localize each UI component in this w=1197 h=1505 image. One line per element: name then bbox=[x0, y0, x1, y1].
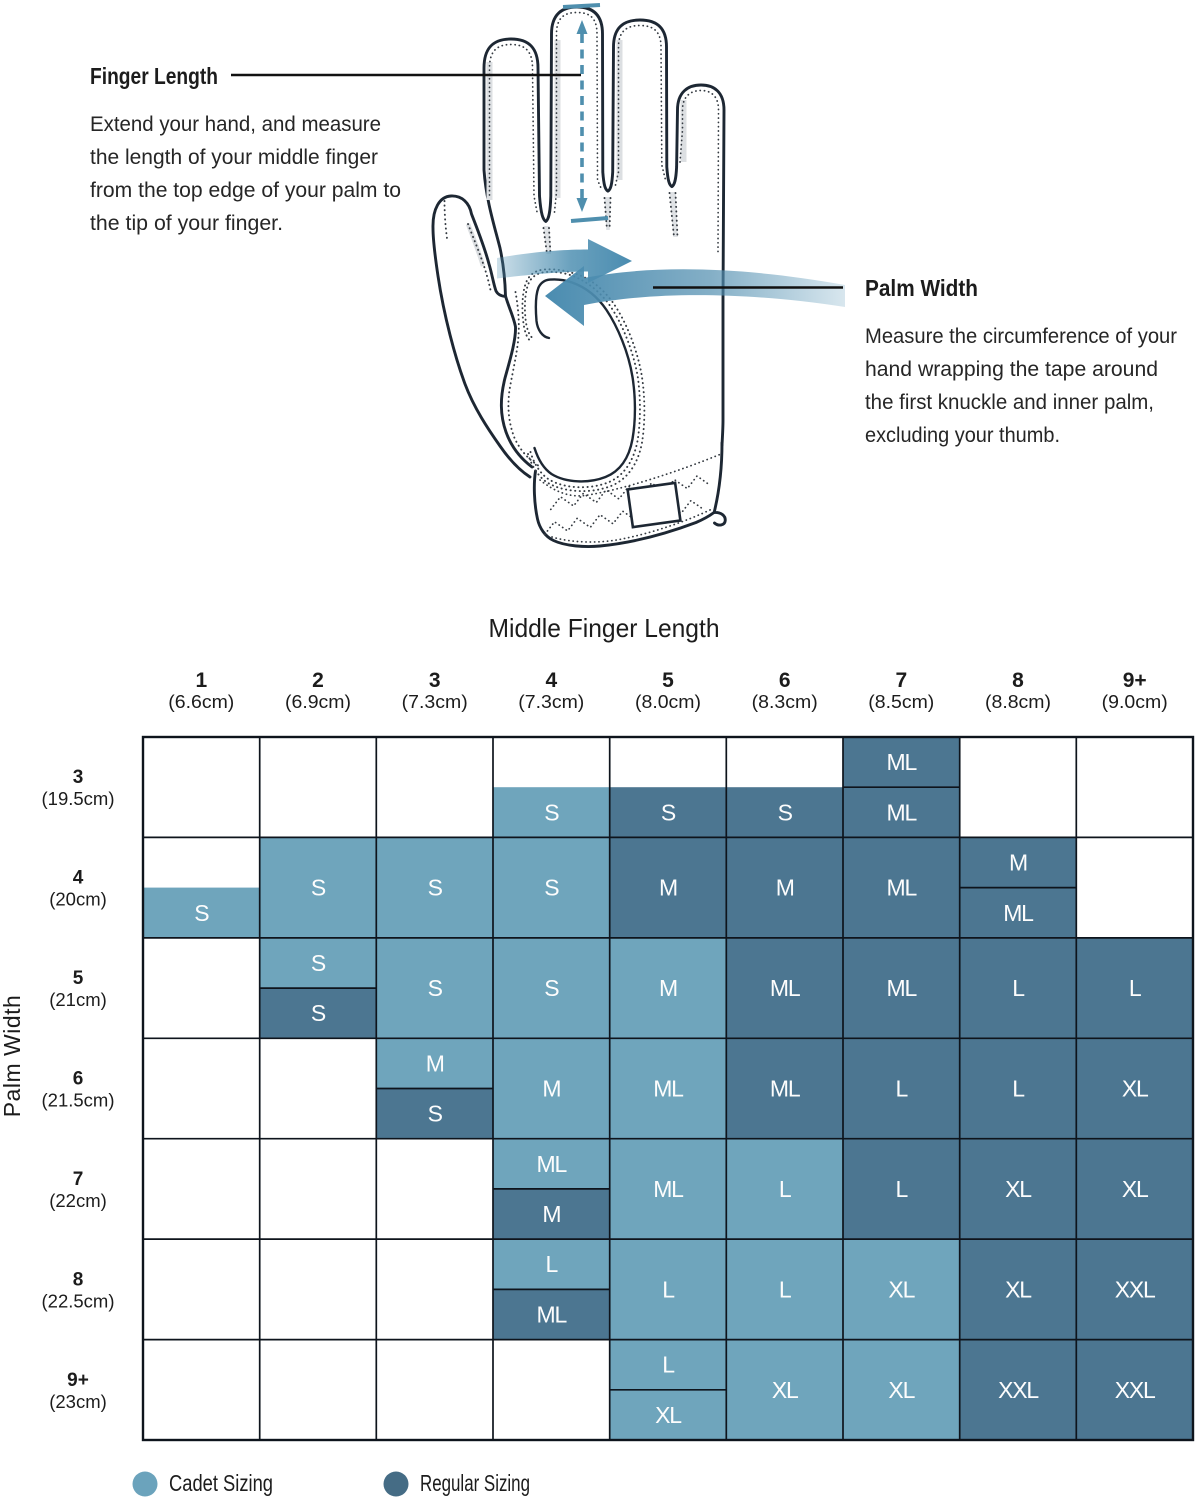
svg-text:9+: 9+ bbox=[1123, 669, 1147, 692]
svg-text:S: S bbox=[311, 1000, 326, 1026]
svg-text:ML: ML bbox=[1003, 900, 1034, 926]
svg-text:5: 5 bbox=[73, 968, 84, 989]
svg-text:S: S bbox=[194, 900, 209, 926]
svg-text:Finger Length: Finger Length bbox=[90, 63, 218, 89]
svg-text:M: M bbox=[776, 875, 794, 901]
svg-text:XXL: XXL bbox=[998, 1377, 1039, 1403]
svg-text:S: S bbox=[544, 875, 559, 901]
svg-text:M: M bbox=[542, 1076, 560, 1102]
svg-text:Cadet Sizing: Cadet Sizing bbox=[169, 1470, 273, 1496]
svg-text:L: L bbox=[546, 1251, 559, 1277]
svg-text:S: S bbox=[428, 875, 443, 901]
svg-text:(21.5cm): (21.5cm) bbox=[42, 1090, 115, 1111]
svg-text:9+: 9+ bbox=[67, 1370, 89, 1391]
svg-text:L: L bbox=[1012, 1076, 1025, 1102]
svg-text:Regular Sizing: Regular Sizing bbox=[420, 1470, 530, 1496]
svg-text:M: M bbox=[659, 975, 677, 1001]
svg-text:8: 8 bbox=[73, 1269, 84, 1290]
svg-text:XL: XL bbox=[888, 1276, 915, 1302]
svg-text:XL: XL bbox=[888, 1377, 915, 1403]
svg-text:(22cm): (22cm) bbox=[49, 1190, 107, 1211]
svg-text:XL: XL bbox=[655, 1402, 682, 1428]
svg-text:(7.3cm): (7.3cm) bbox=[518, 691, 584, 712]
svg-text:M: M bbox=[1009, 850, 1027, 876]
svg-text:S: S bbox=[778, 799, 793, 825]
svg-text:(6.6cm): (6.6cm) bbox=[168, 691, 234, 712]
svg-text:ML: ML bbox=[887, 799, 918, 825]
svg-text:XL: XL bbox=[1005, 1176, 1032, 1202]
svg-text:(6.9cm): (6.9cm) bbox=[285, 691, 351, 712]
svg-text:ML: ML bbox=[770, 975, 801, 1001]
svg-text:(7.3cm): (7.3cm) bbox=[402, 691, 468, 712]
svg-text:(9.0cm): (9.0cm) bbox=[1102, 691, 1168, 712]
svg-text:8: 8 bbox=[1012, 669, 1024, 692]
svg-text:(22.5cm): (22.5cm) bbox=[42, 1290, 115, 1311]
svg-text:L: L bbox=[779, 1276, 792, 1302]
svg-text:ML: ML bbox=[887, 875, 918, 901]
svg-text:(8.3cm): (8.3cm) bbox=[752, 691, 818, 712]
svg-text:L: L bbox=[662, 1352, 675, 1378]
svg-text:(8.8cm): (8.8cm) bbox=[985, 691, 1051, 712]
svg-text:Middle Finger Length: Middle Finger Length bbox=[489, 613, 720, 643]
svg-text:2: 2 bbox=[312, 669, 324, 692]
svg-text:Measure the circumference of y: Measure the circumference of your bbox=[865, 324, 1177, 348]
svg-text:(8.5cm): (8.5cm) bbox=[868, 691, 934, 712]
svg-text:the length of your middle fing: the length of your middle finger bbox=[90, 145, 378, 169]
svg-text:S: S bbox=[428, 975, 443, 1001]
svg-text:S: S bbox=[311, 950, 326, 976]
svg-text:1: 1 bbox=[195, 669, 207, 692]
svg-text:L: L bbox=[896, 1176, 909, 1202]
svg-text:XL: XL bbox=[1122, 1076, 1149, 1102]
svg-text:XXL: XXL bbox=[1115, 1377, 1156, 1403]
svg-text:4: 4 bbox=[73, 868, 84, 889]
svg-text:XL: XL bbox=[772, 1377, 799, 1403]
svg-text:the tip of your finger.: the tip of your finger. bbox=[90, 211, 283, 235]
svg-text:S: S bbox=[544, 799, 559, 825]
svg-text:5: 5 bbox=[662, 669, 674, 692]
svg-text:M: M bbox=[426, 1050, 444, 1076]
svg-text:4: 4 bbox=[545, 669, 557, 692]
svg-text:XXL: XXL bbox=[1115, 1276, 1156, 1302]
svg-text:(23cm): (23cm) bbox=[49, 1391, 107, 1412]
svg-text:6: 6 bbox=[779, 669, 791, 692]
svg-text:3: 3 bbox=[429, 669, 441, 692]
svg-text:M: M bbox=[659, 875, 677, 901]
svg-text:ML: ML bbox=[653, 1076, 684, 1102]
svg-text:S: S bbox=[428, 1101, 443, 1127]
svg-text:L: L bbox=[896, 1076, 909, 1102]
svg-text:7: 7 bbox=[73, 1169, 84, 1190]
svg-text:6: 6 bbox=[73, 1069, 84, 1090]
svg-text:Palm Width: Palm Width bbox=[865, 275, 978, 301]
svg-text:ML: ML bbox=[537, 1302, 568, 1328]
svg-text:hand wrapping the tape around: hand wrapping the tape around bbox=[865, 357, 1158, 381]
svg-text:XL: XL bbox=[1122, 1176, 1149, 1202]
svg-text:S: S bbox=[661, 799, 676, 825]
svg-text:ML: ML bbox=[887, 749, 918, 775]
svg-text:ML: ML bbox=[537, 1151, 568, 1177]
svg-text:XL: XL bbox=[1005, 1276, 1032, 1302]
svg-text:Extend your hand, and measure: Extend your hand, and measure bbox=[90, 112, 381, 136]
svg-text:ML: ML bbox=[770, 1076, 801, 1102]
svg-text:M: M bbox=[542, 1201, 560, 1227]
svg-text:ML: ML bbox=[887, 975, 918, 1001]
svg-text:L: L bbox=[662, 1276, 675, 1302]
svg-text:the first knuckle and inner pa: the first knuckle and inner palm, bbox=[865, 390, 1154, 414]
svg-text:S: S bbox=[544, 975, 559, 1001]
svg-text:(19.5cm): (19.5cm) bbox=[42, 788, 115, 809]
svg-text:(21cm): (21cm) bbox=[49, 989, 107, 1010]
svg-text:7: 7 bbox=[895, 669, 907, 692]
svg-text:S: S bbox=[311, 875, 326, 901]
svg-text:3: 3 bbox=[73, 767, 84, 788]
svg-text:(8.0cm): (8.0cm) bbox=[635, 691, 701, 712]
svg-text:ML: ML bbox=[653, 1176, 684, 1202]
svg-text:excluding your thumb.: excluding your thumb. bbox=[865, 423, 1060, 447]
svg-text:L: L bbox=[779, 1176, 792, 1202]
svg-text:from the top edge of your palm: from the top edge of your palm to bbox=[90, 178, 401, 202]
svg-text:L: L bbox=[1129, 975, 1142, 1001]
svg-text:(20cm): (20cm) bbox=[49, 889, 107, 910]
svg-text:L: L bbox=[1012, 975, 1025, 1001]
svg-text:Palm Width: Palm Width bbox=[0, 995, 25, 1118]
